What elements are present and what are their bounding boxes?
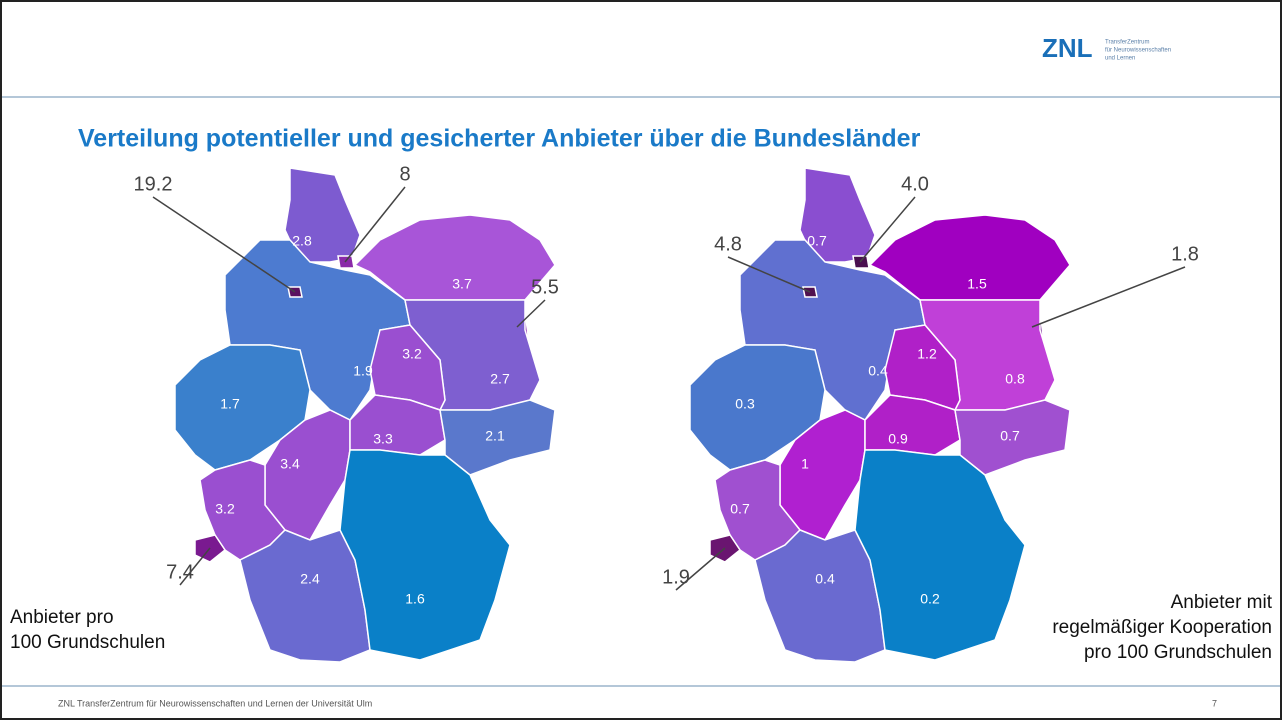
region-label: 2.8 — [292, 233, 312, 249]
callout-label: 1.9 — [662, 566, 690, 588]
region-label: 1.2 — [917, 346, 937, 362]
callout-label: 7.4 — [166, 561, 194, 583]
map-caption: Anbieter pro — [10, 607, 114, 628]
region-label: 1.9 — [353, 363, 373, 379]
logo-line: TransferZentrum — [1105, 40, 1149, 46]
logo: ZNL — [1042, 33, 1093, 63]
region-label: 3.2 — [402, 346, 422, 362]
maps: 2.8 8 3.7 1.9 19.2 5.5 2.7 3.2 1.7 3.4 3.3 2.1 3.2 7.… — [10, 163, 1273, 663]
leader-line — [516, 299, 546, 328]
callout-label: 8 — [399, 163, 410, 185]
callout-label: 5.5 — [531, 276, 559, 298]
callout-label: 4.8 — [714, 233, 742, 255]
leader-line — [1031, 266, 1186, 328]
region-label: 0.7 — [807, 233, 827, 249]
state-region — [954, 399, 1071, 476]
state-region — [439, 399, 556, 476]
region-label: 2.1 — [485, 428, 505, 444]
map-caption: Anbieter mit — [1171, 592, 1273, 613]
region-label: 3.4 — [280, 456, 300, 472]
callout-label: 1.8 — [1171, 243, 1199, 265]
leader-line — [179, 547, 211, 586]
region-label: 1 — [801, 456, 809, 472]
region-label: 0.3 — [735, 396, 755, 412]
map-caption: 100 Grundschulen — [10, 632, 165, 653]
region-label: 0.4 — [815, 571, 835, 587]
logo-line: für Neurowissenschaften — [1105, 48, 1171, 54]
state-region — [337, 255, 355, 269]
callout-label: 19.2 — [134, 173, 173, 195]
state-region — [264, 409, 351, 541]
region-label: 2.7 — [490, 371, 510, 387]
state-region — [779, 409, 866, 541]
callout-label: 4.0 — [901, 173, 929, 195]
state-region — [339, 449, 511, 661]
leader-line — [675, 547, 726, 591]
leader-line — [344, 186, 406, 263]
region-label: 3.7 — [452, 276, 472, 292]
state-region — [852, 255, 870, 269]
region-label: 3.2 — [215, 501, 235, 517]
region-label: 0.2 — [920, 591, 940, 607]
region-label: 1.6 — [405, 591, 425, 607]
region-label: 0.7 — [1000, 428, 1020, 444]
leader-line — [859, 196, 916, 263]
footer-text: ZNL TransferZentrum für Neurowissenschaf… — [58, 698, 372, 708]
region-label: 0.9 — [888, 431, 908, 447]
region-label: 0.7 — [730, 501, 750, 517]
state-region — [854, 449, 1026, 661]
region-label: 1.5 — [967, 276, 987, 292]
region-label: 0.4 — [868, 363, 888, 379]
map-caption: regelmäßiger Kooperation — [1052, 617, 1272, 638]
region-label: 1.7 — [220, 396, 240, 412]
page-number: 7 — [1212, 698, 1217, 708]
leader-line — [727, 256, 811, 293]
logo-line: und Lernen — [1105, 56, 1135, 62]
region-label: 0.8 — [1005, 371, 1025, 387]
region-label: 2.4 — [300, 571, 320, 587]
leader-line — [152, 196, 296, 293]
slide-title: Verteilung potentieller und gesicherter … — [78, 125, 921, 153]
region-label: 3.3 — [373, 431, 393, 447]
map-caption: pro 100 Grundschulen — [1084, 642, 1272, 663]
